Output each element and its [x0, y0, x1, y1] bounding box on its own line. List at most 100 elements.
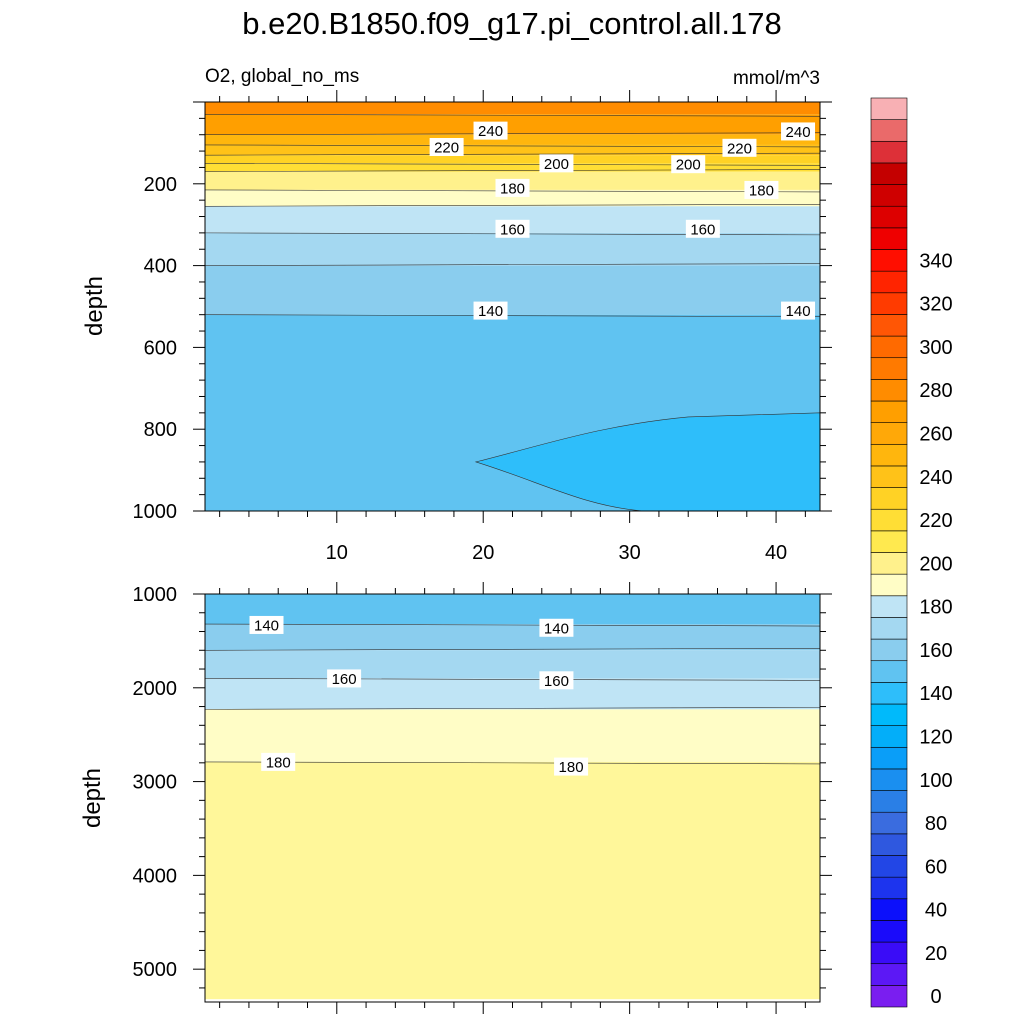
colorbar-label: 220 — [919, 510, 952, 532]
colorbar-swatch — [870, 552, 908, 575]
colorbar-swatch — [870, 422, 908, 445]
colorbar-swatch — [870, 790, 908, 813]
contour-label: 180 — [554, 757, 589, 776]
colorbar-label: 260 — [919, 423, 952, 445]
colorbar-swatch — [870, 292, 908, 315]
colorbar-label: 120 — [919, 726, 952, 748]
colorbar-swatch — [870, 768, 908, 791]
y-tick-label: 200 — [144, 174, 177, 196]
colorbar-swatch — [870, 617, 908, 640]
colorbar-swatch — [870, 119, 908, 142]
svg-text:160: 160 — [500, 221, 525, 238]
y-tick-label: 5000 — [133, 959, 178, 981]
upper-panel: 240 240 220 220 200 200 180 180 160 160 140 140 200 4… — [133, 90, 832, 564]
colorbar-swatch — [870, 97, 908, 120]
contour-label: 180 — [495, 178, 530, 197]
colorbar-label: 80 — [925, 813, 947, 835]
contour-label: 160 — [495, 219, 530, 238]
colorbar-swatch — [870, 357, 908, 380]
colorbar-swatch — [870, 811, 908, 835]
contour-label: 220 — [722, 138, 757, 157]
svg-text:200: 200 — [544, 156, 569, 173]
svg-text:160: 160 — [332, 671, 357, 688]
colorbar-swatch — [870, 920, 908, 943]
colorbar-swatch — [870, 855, 908, 878]
svg-text:140: 140 — [786, 303, 811, 320]
y-tick-label: 600 — [144, 337, 177, 359]
svg-text:180: 180 — [266, 754, 291, 771]
colorbar-swatch — [870, 876, 908, 900]
contour-label: 160 — [539, 671, 574, 690]
svg-text:140: 140 — [254, 617, 279, 634]
contour-band-250-260 — [205, 102, 820, 115]
y-tick-label: 3000 — [133, 772, 178, 794]
y-tick-label: 1000 — [133, 501, 178, 523]
svg-text:220: 220 — [727, 140, 752, 157]
colorbar-swatch — [870, 530, 908, 553]
contour-label: 240 — [473, 121, 508, 140]
svg-text:240: 240 — [478, 123, 503, 140]
colorbar-label: 40 — [925, 900, 947, 922]
x-tick-label: 10 — [326, 542, 348, 564]
contour-label: 200 — [671, 155, 706, 174]
colorbar-swatch — [870, 162, 908, 185]
svg-text:160: 160 — [690, 221, 715, 238]
contour-band-180-190 — [205, 189, 820, 207]
colorbar-swatch — [870, 314, 908, 337]
svg-text:180: 180 — [500, 180, 525, 197]
contour-band-160-170 — [205, 678, 820, 710]
contour-label: 140 — [539, 618, 574, 637]
contour-label: 140 — [249, 615, 284, 634]
colorbar-swatch — [870, 963, 908, 986]
svg-text:220: 220 — [434, 139, 459, 156]
colorbar-label: 140 — [919, 683, 952, 705]
contour-label: 220 — [429, 137, 464, 156]
x-tick-label: 40 — [765, 542, 787, 564]
colorbar-swatch — [870, 508, 908, 532]
y-tick-label: 2000 — [133, 678, 178, 700]
colorbar-label: 100 — [919, 770, 952, 792]
colorbar-swatch — [870, 682, 908, 705]
colorbar-swatch — [870, 487, 908, 510]
colorbar-label: 160 — [919, 640, 952, 662]
contour-label: 200 — [539, 154, 574, 173]
svg-text:240: 240 — [786, 124, 811, 141]
colorbar-label: 200 — [919, 553, 952, 575]
colorbar-label: 240 — [919, 467, 952, 489]
contour-band-140-150 — [205, 624, 820, 651]
contour-band-210-220 — [205, 155, 820, 164]
contour-band-220-230 — [205, 144, 820, 156]
colorbar-swatch — [870, 465, 908, 488]
upper-ylabel: depth — [81, 276, 108, 336]
colorbar-swatch — [870, 205, 908, 229]
variable-label: O2, global_no_ms — [205, 66, 359, 87]
contour-label: 140 — [781, 301, 816, 320]
lower-panel: 140 140 160 160 180 180 1000 2000 3000 4000 5000 — [133, 582, 832, 1014]
colorbar-swatch — [870, 227, 908, 250]
svg-text:180: 180 — [559, 759, 584, 776]
y-tick-label: 800 — [144, 419, 177, 441]
colorbar-swatch — [870, 249, 908, 272]
colorbar-swatch — [870, 985, 908, 1008]
colorbar-swatch — [870, 140, 908, 164]
colorbar-swatch — [870, 573, 908, 597]
contour-band-240-250 — [205, 114, 820, 135]
contour-band-150-160 — [205, 650, 820, 679]
colorbar-swatch — [870, 638, 908, 662]
svg-text:180: 180 — [749, 182, 774, 199]
svg-text:200: 200 — [676, 157, 701, 174]
colorbar-label: 180 — [919, 597, 952, 619]
contour-band-130-140 — [205, 594, 820, 625]
contour-band-120-130 — [474, 412, 820, 511]
colorbar-label: 20 — [925, 943, 947, 965]
colorbar-swatch — [870, 335, 908, 359]
contour-band-190-200 — [205, 761, 820, 1000]
colorbar: 0 20 40 60 80 100 120 140 160 180 200 220 240 260 280 3… — [870, 97, 953, 1008]
contour-band-230-240 — [205, 134, 820, 145]
contour-label: 160 — [327, 669, 362, 688]
y-tick-label: 400 — [144, 256, 177, 278]
colorbar-label: 300 — [919, 337, 952, 359]
colorbar-swatch — [870, 833, 908, 856]
units-label: mmol/m^3 — [733, 68, 820, 89]
